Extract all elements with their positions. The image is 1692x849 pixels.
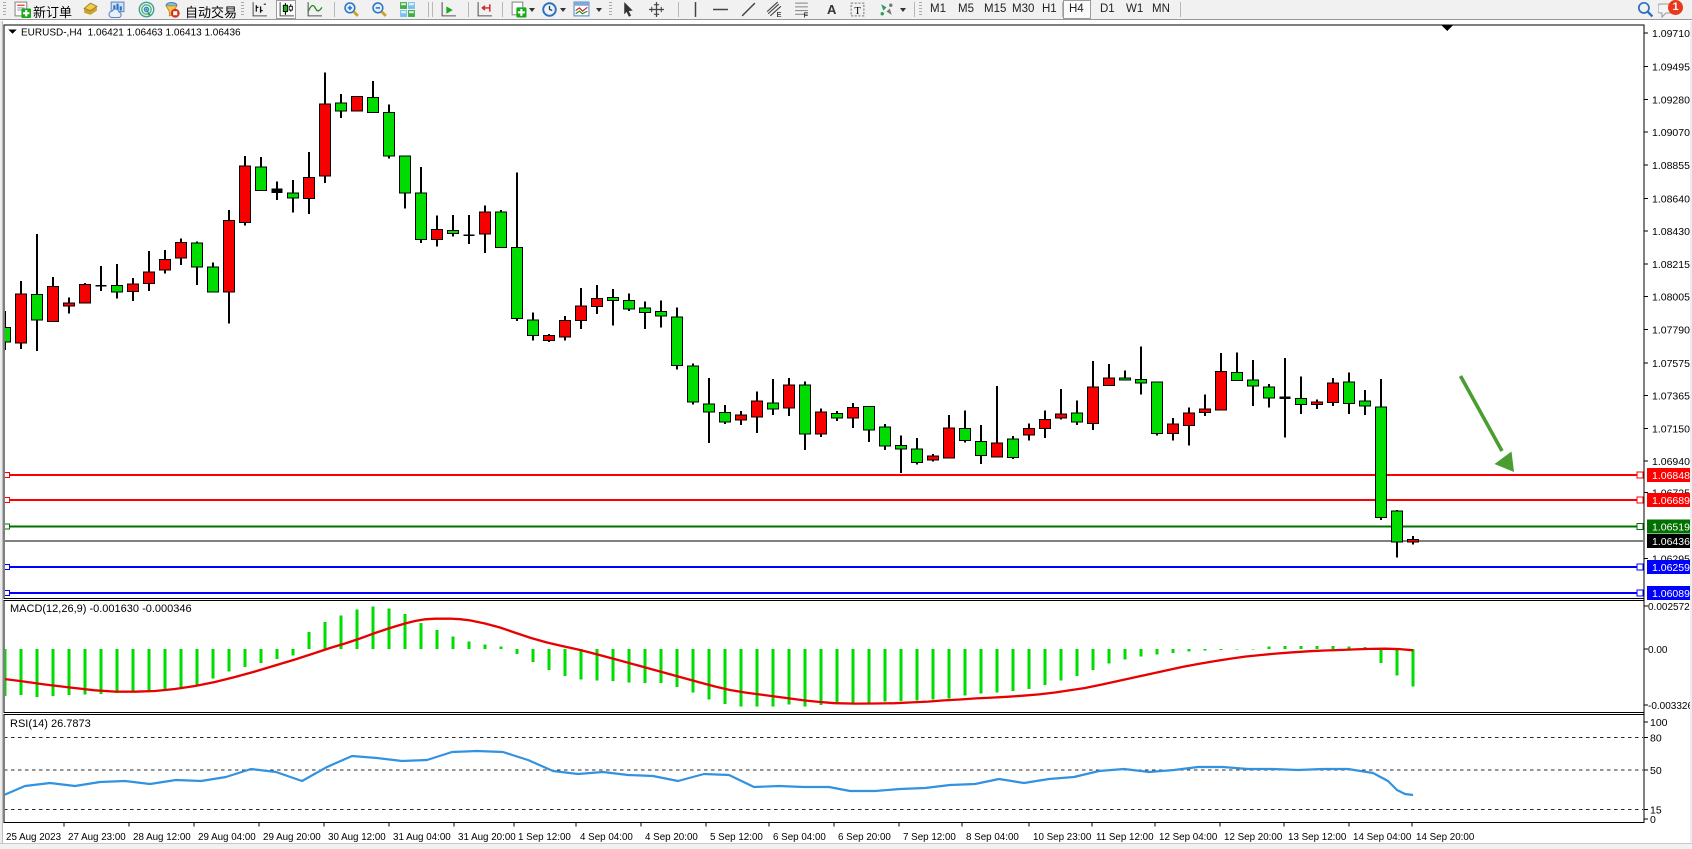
svg-text:25 Aug 2023: 25 Aug 2023 xyxy=(6,832,62,843)
svg-text:1.09495: 1.09495 xyxy=(1652,61,1690,73)
svg-text:1 Sep 12:00: 1 Sep 12:00 xyxy=(518,832,571,843)
svg-text:T: T xyxy=(854,6,861,17)
svg-text:12 Sep 04:00: 12 Sep 04:00 xyxy=(1159,832,1218,843)
svg-text:100: 100 xyxy=(1650,717,1668,729)
svg-text:28 Aug 12:00: 28 Aug 12:00 xyxy=(133,832,191,843)
svg-text:1.06940: 1.06940 xyxy=(1652,456,1690,468)
svg-text:1.06519: 1.06519 xyxy=(1652,522,1690,534)
svg-text:50: 50 xyxy=(1650,765,1662,777)
svg-text:14 Sep 04:00: 14 Sep 04:00 xyxy=(1353,832,1412,843)
svg-text:MACD(12,26,9) -0.001630 -0.000: MACD(12,26,9) -0.001630 -0.000346 xyxy=(10,603,192,615)
svg-text:E: E xyxy=(777,10,782,18)
svg-text:29 Aug 04:00: 29 Aug 04:00 xyxy=(198,832,256,843)
svg-text:14 Sep 20:00: 14 Sep 20:00 xyxy=(1416,832,1475,843)
svg-text:11 Sep 12:00: 11 Sep 12:00 xyxy=(1096,832,1154,843)
svg-text:RSI(14) 26.7873: RSI(14) 26.7873 xyxy=(10,718,91,730)
svg-text:1.07575: 1.07575 xyxy=(1652,358,1690,370)
svg-text:1.09280: 1.09280 xyxy=(1652,95,1690,107)
svg-text:6 Sep 04:00: 6 Sep 04:00 xyxy=(773,832,826,843)
svg-text:EURUSD-,H4 1.06421 1.06463 1.: EURUSD-,H4 1.06421 1.06463 1.06413 1.064… xyxy=(21,28,241,39)
svg-text:6 Sep 20:00: 6 Sep 20:00 xyxy=(838,832,891,843)
svg-text:0: 0 xyxy=(1650,814,1656,826)
svg-text:4 Sep 20:00: 4 Sep 20:00 xyxy=(645,832,698,843)
svg-text:12 Sep 20:00: 12 Sep 20:00 xyxy=(1224,832,1283,843)
svg-text:F: F xyxy=(804,10,809,18)
svg-text:0.002572: 0.002572 xyxy=(1648,602,1690,613)
svg-text:1.09710: 1.09710 xyxy=(1652,28,1690,40)
svg-text:-0.003326: -0.003326 xyxy=(1648,701,1692,712)
svg-text:1.06848: 1.06848 xyxy=(1652,470,1690,482)
svg-text:13 Sep 12:00: 13 Sep 12:00 xyxy=(1288,832,1347,843)
svg-text:8 Sep 04:00: 8 Sep 04:00 xyxy=(966,832,1019,843)
svg-text:5 Sep 12:00: 5 Sep 12:00 xyxy=(710,832,763,843)
svg-text:27 Aug 23:00: 27 Aug 23:00 xyxy=(68,832,126,843)
svg-text:1.07790: 1.07790 xyxy=(1652,325,1690,337)
svg-text:1.08215: 1.08215 xyxy=(1652,259,1690,271)
svg-text:4 Sep 04:00: 4 Sep 04:00 xyxy=(580,832,633,843)
svg-text:31 Aug 20:00: 31 Aug 20:00 xyxy=(458,832,516,843)
svg-text:30 Aug 12:00: 30 Aug 12:00 xyxy=(328,832,386,843)
svg-text:1.06259: 1.06259 xyxy=(1652,562,1690,574)
svg-text:31 Aug 04:00: 31 Aug 04:00 xyxy=(393,832,451,843)
svg-text:1.06436: 1.06436 xyxy=(1652,536,1690,548)
svg-text:1.08640: 1.08640 xyxy=(1652,193,1690,205)
svg-text:1.07365: 1.07365 xyxy=(1652,390,1690,402)
svg-text:1.08430: 1.08430 xyxy=(1652,226,1690,238)
svg-text:1.06689: 1.06689 xyxy=(1652,495,1690,507)
svg-text:1.07150: 1.07150 xyxy=(1652,424,1690,436)
svg-text:7 Sep 12:00: 7 Sep 12:00 xyxy=(903,832,956,843)
svg-text:29 Aug 20:00: 29 Aug 20:00 xyxy=(263,832,321,843)
svg-text:10 Sep 23:00: 10 Sep 23:00 xyxy=(1033,832,1092,843)
svg-text:1.08855: 1.08855 xyxy=(1652,160,1690,172)
svg-text:15: 15 xyxy=(1650,805,1662,817)
svg-text:1.06089: 1.06089 xyxy=(1652,588,1690,600)
svg-text:1.08005: 1.08005 xyxy=(1652,292,1690,304)
svg-text:80: 80 xyxy=(1650,733,1662,745)
svg-text:0.00: 0.00 xyxy=(1648,645,1668,656)
svg-text:1.09070: 1.09070 xyxy=(1652,127,1690,139)
